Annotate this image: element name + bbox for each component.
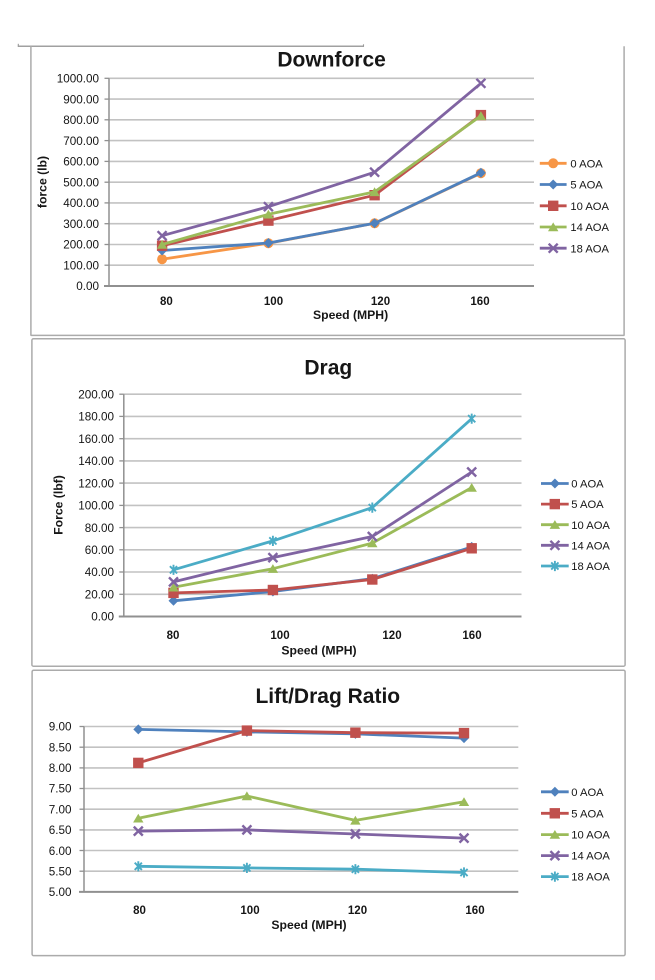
svg-text:100: 100 xyxy=(240,905,259,917)
svg-text:10 AOA: 10 AOA xyxy=(571,520,610,532)
svg-text:100.00: 100.00 xyxy=(63,259,99,272)
svg-text:140.00: 140.00 xyxy=(78,455,114,468)
svg-text:100.00: 100.00 xyxy=(78,500,114,513)
svg-text:0 AOA: 0 AOA xyxy=(571,479,604,491)
svg-text:1000.00: 1000.00 xyxy=(57,73,100,86)
svg-text:Speed (MPH): Speed (MPH) xyxy=(313,308,388,322)
svg-text:14 AOA: 14 AOA xyxy=(571,851,610,863)
svg-text:10 AOA: 10 AOA xyxy=(570,201,609,213)
svg-text:18 AOA: 18 AOA xyxy=(570,243,609,255)
svg-text:120: 120 xyxy=(348,905,367,917)
svg-text:10 AOA: 10 AOA xyxy=(571,830,610,842)
svg-text:900.00: 900.00 xyxy=(63,93,99,106)
svg-text:6.50: 6.50 xyxy=(49,824,72,837)
svg-text:Speed (MPH): Speed (MPH) xyxy=(271,918,346,932)
svg-text:Downforce: Downforce xyxy=(277,48,386,71)
svg-text:100: 100 xyxy=(264,296,283,308)
svg-text:5.50: 5.50 xyxy=(49,865,72,878)
svg-text:7.50: 7.50 xyxy=(49,783,72,796)
svg-text:80: 80 xyxy=(167,630,180,642)
svg-text:20.00: 20.00 xyxy=(85,589,115,602)
svg-text:14 AOA: 14 AOA xyxy=(570,222,609,234)
svg-text:8.50: 8.50 xyxy=(49,741,72,754)
svg-text:80.00: 80.00 xyxy=(85,522,115,535)
svg-text:18 AOA: 18 AOA xyxy=(571,561,610,573)
svg-text:120: 120 xyxy=(382,630,401,642)
svg-text:Lift/Drag Ratio: Lift/Drag Ratio xyxy=(255,685,400,708)
svg-text:100: 100 xyxy=(270,630,289,642)
svg-text:5 AOA: 5 AOA xyxy=(571,808,604,820)
svg-text:120.00: 120.00 xyxy=(78,477,114,490)
svg-text:700.00: 700.00 xyxy=(63,135,99,148)
svg-text:0.00: 0.00 xyxy=(76,280,99,293)
svg-text:5.00: 5.00 xyxy=(49,886,72,899)
svg-text:400.00: 400.00 xyxy=(63,197,99,210)
svg-text:160.00: 160.00 xyxy=(78,433,114,446)
svg-text:60.00: 60.00 xyxy=(85,544,115,557)
svg-text:Drag: Drag xyxy=(304,357,352,380)
svg-text:0.00: 0.00 xyxy=(91,611,114,624)
svg-text:9.00: 9.00 xyxy=(49,721,72,734)
svg-text:160: 160 xyxy=(465,905,484,917)
svg-text:800.00: 800.00 xyxy=(63,114,99,127)
svg-text:0 AOA: 0 AOA xyxy=(571,787,604,799)
svg-text:5 AOA: 5 AOA xyxy=(571,499,604,511)
svg-text:40.00: 40.00 xyxy=(85,566,115,579)
svg-text:180.00: 180.00 xyxy=(78,411,114,424)
svg-text:6.00: 6.00 xyxy=(49,845,72,858)
svg-text:160: 160 xyxy=(462,630,481,642)
svg-text:500.00: 500.00 xyxy=(63,176,99,189)
svg-text:Speed (MPH): Speed (MPH) xyxy=(281,644,356,658)
svg-text:Force (lbf): Force (lbf) xyxy=(51,475,65,535)
svg-text:200.00: 200.00 xyxy=(63,239,99,252)
svg-text:600.00: 600.00 xyxy=(63,156,99,169)
svg-text:force (lb): force (lb) xyxy=(36,156,50,208)
svg-text:80: 80 xyxy=(160,296,173,308)
svg-text:0 AOA: 0 AOA xyxy=(570,158,603,170)
svg-text:7.00: 7.00 xyxy=(49,803,72,816)
svg-text:120: 120 xyxy=(371,296,390,308)
svg-text:160: 160 xyxy=(470,296,489,308)
svg-text:5 AOA: 5 AOA xyxy=(570,180,603,192)
svg-text:18 AOA: 18 AOA xyxy=(571,872,610,884)
svg-text:8.00: 8.00 xyxy=(49,762,72,775)
svg-text:14 AOA: 14 AOA xyxy=(571,540,610,552)
svg-text:300.00: 300.00 xyxy=(63,218,99,231)
svg-text:200.00: 200.00 xyxy=(78,388,114,401)
svg-text:80: 80 xyxy=(133,905,146,917)
